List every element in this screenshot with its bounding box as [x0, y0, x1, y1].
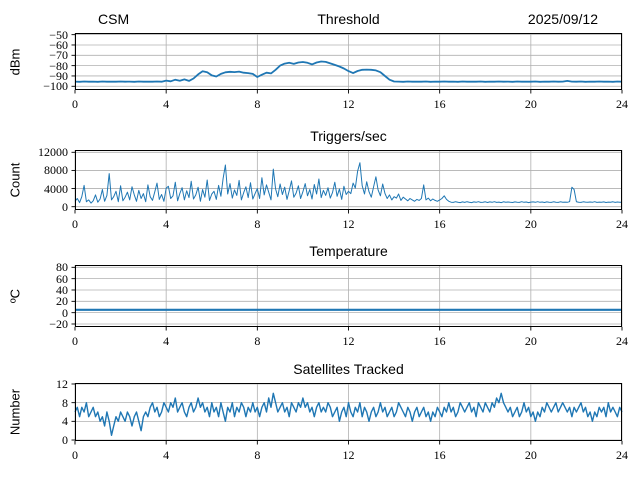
x-tick-label: 4 — [163, 448, 170, 462]
x-tick-label: 12 — [342, 448, 355, 462]
y-tick-label: −70 — [49, 48, 68, 63]
y-tick-label: −80 — [49, 58, 68, 73]
data-line-satellites_tracked — [74, 392, 623, 436]
x-tick-label: 16 — [433, 217, 446, 231]
x-tick-label: 24 — [616, 334, 628, 348]
x-tick-label: 12 — [342, 217, 355, 231]
axes-satellites — [71, 383, 623, 445]
y-tick-label: −20 — [49, 316, 68, 331]
x-tick-label: 0 — [72, 334, 78, 348]
x-tick-label: 20 — [524, 448, 537, 462]
x-tick-label: 0 — [72, 217, 78, 231]
data-line-threshold_dbm — [74, 60, 623, 83]
x-tick-label: 12 — [342, 334, 355, 348]
x-tick-label: 4 — [163, 217, 170, 231]
plot-title-satellites: Satellites Tracked — [293, 361, 404, 377]
x-tick-label: 20 — [524, 97, 537, 111]
x-tick-label: 20 — [524, 334, 537, 348]
x-tick-label: 16 — [433, 334, 446, 348]
y-tick-label: −90 — [49, 68, 68, 83]
axes-spines — [75, 383, 622, 441]
y-tick-label: 4000 — [44, 181, 68, 196]
x-tick-label: 4 — [163, 334, 170, 348]
x-tick-label: 12 — [342, 97, 355, 111]
axes-spines — [75, 150, 622, 210]
plot-title-left-station: CSM — [98, 11, 130, 27]
y-tick-label: 12000 — [38, 145, 68, 160]
x-tick-label: 24 — [616, 217, 628, 231]
y-tick-label: −50 — [49, 27, 68, 42]
y-tick-label: 60 — [56, 271, 68, 286]
y-tick-label: 0 — [62, 433, 68, 448]
x-tick-label: 16 — [433, 448, 446, 462]
x-tick-label: 0 — [72, 448, 78, 462]
plot-canvas-3 — [71, 383, 623, 445]
y-tick-label: 8000 — [44, 163, 68, 178]
axes-spines — [75, 33, 622, 90]
plot-title-triggers: Triggers/sec — [310, 128, 387, 144]
axes-spines — [75, 265, 622, 327]
y-tick-label: 80 — [56, 260, 68, 275]
plot-title-threshold: Threshold — [317, 11, 380, 27]
y-tick-label: 0 — [62, 305, 68, 320]
axes-triggers — [71, 150, 623, 214]
data-line-triggers_per_sec — [74, 162, 623, 204]
y-tick-label: −100 — [43, 79, 68, 94]
x-tick-label: 8 — [254, 448, 261, 462]
y-tick-label: 8 — [62, 395, 68, 410]
y-tick-label: 0 — [62, 199, 68, 214]
y-tick-label: −60 — [49, 37, 68, 52]
plot-title-right-date: 2025/09/12 — [527, 11, 598, 27]
x-tick-label: 8 — [254, 334, 261, 348]
plot-canvas-1 — [71, 150, 623, 214]
x-tick-label: 16 — [433, 97, 446, 111]
x-tick-label: 4 — [163, 97, 170, 111]
plot-canvas-2 — [71, 265, 623, 331]
axes-temperature — [71, 265, 623, 331]
y-tick-label: 40 — [56, 282, 68, 297]
y-tick-label: 4 — [62, 414, 68, 429]
x-tick-label: 8 — [254, 97, 261, 111]
y-tick-label: 20 — [56, 294, 68, 309]
axes-threshold — [71, 33, 623, 94]
x-tick-label: 20 — [524, 217, 537, 231]
plot-title-temperature: Temperature — [309, 243, 388, 259]
x-tick-label: 24 — [616, 97, 628, 111]
y-tick-label: 12 — [56, 376, 68, 391]
x-tick-label: 24 — [616, 448, 628, 462]
x-tick-label: 8 — [254, 217, 261, 231]
x-tick-label: 0 — [72, 97, 78, 111]
plot-canvas-0 — [71, 33, 623, 94]
